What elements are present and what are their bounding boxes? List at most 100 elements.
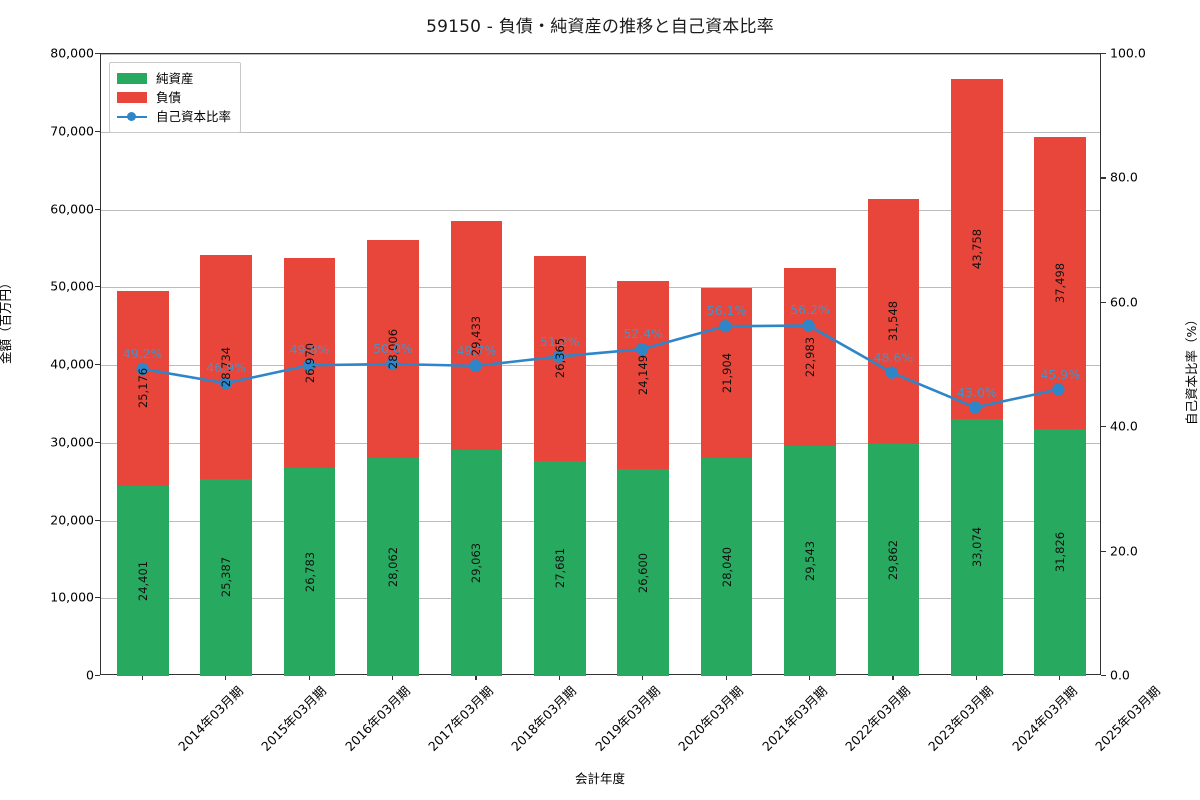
- y-axis-left-tick-mark: [95, 364, 100, 366]
- bar-value-label-net-assets: 29,543: [803, 541, 818, 582]
- bar-segment-liabilities: [700, 287, 753, 458]
- gridline: [101, 442, 1100, 444]
- legend-swatch-icon: [117, 92, 147, 103]
- x-axis-tick-mark: [475, 675, 477, 680]
- gridline: [101, 520, 1100, 522]
- bars-layer: [101, 54, 1100, 676]
- ratio-line-marker: [635, 342, 649, 356]
- bar-segment-liabilities: [617, 281, 670, 470]
- y-axis-left-tick: 20,000: [50, 512, 94, 527]
- ratio-value-label: 49.7%: [456, 342, 497, 358]
- ratio-value-label: 50.0%: [373, 341, 413, 356]
- y-axis-left-tick-mark: [95, 519, 100, 521]
- x-axis-tick-label: 2016年03月期: [341, 683, 413, 754]
- x-axis-tick-mark: [975, 675, 978, 680]
- y-axis-right-tick: 0.0: [1110, 667, 1130, 683]
- gridline: [101, 365, 1100, 366]
- ratio-value-label: 49.8%: [289, 342, 330, 358]
- chart-legend: 純資産 負債自己資本比率: [109, 62, 242, 133]
- ratio-line-marker: [136, 362, 149, 376]
- bar-segment-liabilities: [951, 78, 1003, 419]
- bar-value-label-net-assets: 25,387: [219, 557, 234, 598]
- x-axis-tick-mark: [809, 675, 811, 680]
- legend-label: 負債: [156, 89, 182, 105]
- bar-value-label-liabilities: 24,149: [636, 355, 651, 396]
- x-axis-label: 会計年度: [574, 771, 625, 786]
- y-axis-left-tick: 30,000: [50, 434, 94, 450]
- bar-value-label-net-assets: 31,826: [1053, 532, 1068, 573]
- ratio-line-marker: [219, 377, 233, 390]
- bar-segment-net-assets: [116, 486, 169, 676]
- data-labels-layer: 24,401 25,176 25,387 28,734 26,783 26,970 28,0…: [101, 54, 1100, 674]
- bar-segment-liabilities: [450, 221, 503, 451]
- bar-segment-net-assets: [367, 457, 419, 676]
- gridline: [101, 54, 1100, 55]
- bar-segment-net-assets: [1034, 428, 1087, 676]
- bar-value-label-net-assets: 26,783: [302, 551, 317, 592]
- bar-segment-liabilities: [784, 267, 836, 447]
- bar-value-label-net-assets: 26,600: [636, 552, 651, 593]
- ratio-line-marker: [802, 319, 815, 332]
- legend-line-marker-icon: [117, 111, 147, 122]
- y-axis-right-tick: 80.0: [1110, 169, 1138, 185]
- x-axis-tick-label: 2025年03月期: [1092, 683, 1164, 754]
- y-axis-left-tick-mark: [95, 53, 100, 55]
- ratio-line-marker: [885, 366, 899, 379]
- ratio-value-label: 49.2%: [122, 345, 163, 361]
- x-axis-tick-mark: [725, 675, 727, 680]
- bar-segment-net-assets: [283, 467, 336, 676]
- bar-value-label-net-assets: 33,074: [969, 527, 984, 568]
- x-axis-tick-label: 2017年03月期: [425, 683, 496, 754]
- y-axis-left-tick-mark: [95, 286, 100, 288]
- bar-segment-net-assets: [700, 457, 753, 676]
- y-axis-left-tick: 50,000: [50, 278, 94, 294]
- y-axis-left-tick-mark: [95, 675, 100, 677]
- y-axis-left-tick-mark: [95, 441, 100, 443]
- y-axis-right-tick: 40.0: [1110, 418, 1138, 434]
- x-axis-tick-label: 2023年03月期: [925, 683, 997, 754]
- x-axis-tick-mark: [141, 675, 143, 680]
- ratio-line-marker: [1052, 383, 1065, 396]
- y-axis-left-tick-mark: [95, 208, 100, 210]
- bar-segment-liabilities: [367, 240, 419, 458]
- y-axis-right-tick: 20.0: [1110, 543, 1138, 559]
- bar-value-label-net-assets: 29,063: [469, 542, 484, 584]
- gridline: [101, 598, 1100, 600]
- legend-item[interactable]: 自己資本比率: [117, 107, 231, 126]
- ratio-value-label: 52.4%: [623, 326, 664, 342]
- bar-segment-liabilities: [116, 290, 169, 487]
- bar-value-label-liabilities: 37,498: [1053, 262, 1068, 303]
- ratio-value-label: 51.2%: [539, 333, 580, 349]
- ratio-value-label: 46.9%: [206, 360, 246, 376]
- bar-segment-net-assets: [200, 478, 252, 676]
- gridline: [101, 209, 1100, 211]
- ratio-line-marker: [469, 359, 482, 373]
- y-axis-left-label: 金額（百万円）: [0, 276, 13, 364]
- bar-segment-liabilities: [1034, 137, 1087, 429]
- legend-item[interactable]: 純資産: [117, 69, 231, 88]
- bar-value-label-liabilities: 31,548: [886, 301, 901, 342]
- ratio-line-layer: [136, 319, 1065, 414]
- bar-value-label-liabilities: 22,983: [803, 336, 818, 378]
- y-axis-right-tick-mark: [1101, 301, 1106, 303]
- x-axis-tick-label: 2022年03月期: [842, 683, 913, 754]
- y-axis-right-tick-mark: [1101, 550, 1106, 552]
- chart-title: 59150 - 負債・純資産の推移と自己資本比率: [426, 17, 774, 37]
- y-axis-left-tick-mark: [95, 597, 100, 599]
- y-axis-left-tick: 40,000: [50, 356, 94, 372]
- ratio-line-marker: [386, 357, 399, 371]
- legend-label: 自己資本比率: [156, 108, 232, 124]
- bar-value-label-liabilities: 21,904: [719, 352, 734, 393]
- ratio-line-marker: [302, 359, 316, 372]
- y-axis-right-tick-mark: [1101, 426, 1106, 428]
- x-axis-tick-label: 2014年03月期: [174, 683, 246, 754]
- x-axis-tick-label: 2018年03月期: [508, 683, 580, 754]
- ratio-line-marker: [552, 350, 566, 363]
- y-axis-left-tick-mark: [95, 130, 100, 132]
- gridline: [101, 287, 1100, 289]
- x-axis-tick-mark: [892, 675, 894, 680]
- y-axis-left-tick: 70,000: [50, 123, 94, 139]
- x-axis-tick-mark: [308, 675, 310, 680]
- legend-item[interactable]: 負債: [117, 88, 231, 107]
